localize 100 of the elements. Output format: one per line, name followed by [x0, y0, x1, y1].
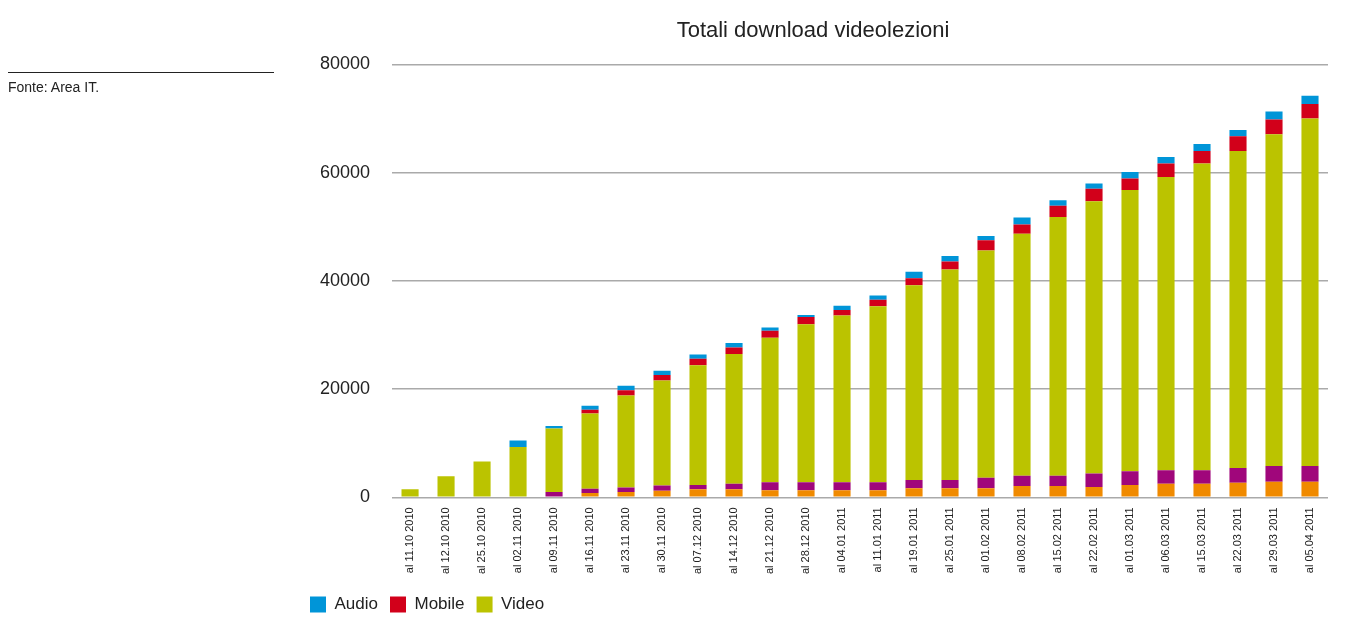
x-tick-label: al 08.02 2011: [1015, 507, 1028, 574]
y-tick-label: 60000: [319, 161, 371, 182]
bar: [941, 480, 959, 489]
bar: [401, 489, 419, 497]
x-tick-label: al 25.10 2010: [475, 507, 488, 574]
bar: [941, 261, 959, 270]
bar: [1229, 129, 1247, 137]
bar: [617, 385, 635, 391]
bar: [1265, 111, 1283, 120]
bar: [977, 240, 995, 251]
bar: [725, 343, 743, 348]
bar: [689, 354, 707, 359]
bar: [1193, 470, 1211, 484]
bar: [653, 380, 671, 486]
bar: [1301, 481, 1319, 497]
bar: [653, 490, 671, 497]
bar: [761, 330, 779, 338]
bar: [833, 310, 851, 316]
bar: [833, 305, 851, 311]
legend-label: Audio: [334, 594, 378, 614]
bar: [617, 390, 635, 396]
bar: [1265, 134, 1283, 466]
bar: [1265, 119, 1283, 135]
bar: [1265, 465, 1283, 482]
bar: [1049, 217, 1067, 476]
chart-title: Totali download videolezioni: [676, 17, 950, 43]
bar: [1157, 156, 1175, 164]
bar: [761, 337, 779, 483]
bar: [617, 487, 635, 492]
bar: [1121, 178, 1139, 190]
bar: [905, 271, 923, 279]
x-tick-label: al 04.01 2011: [835, 507, 848, 574]
bar: [1049, 205, 1067, 218]
bar: [1049, 475, 1067, 486]
bar: [1193, 150, 1211, 164]
bar: [869, 490, 887, 497]
bar: [617, 395, 635, 488]
bar: [1301, 465, 1319, 482]
x-tick-label: al 23.11 2010: [619, 507, 632, 574]
x-tick-label: al 14.12 2010: [727, 507, 740, 574]
bar: [977, 488, 995, 497]
bar: [869, 306, 887, 483]
bar: [905, 278, 923, 286]
y-tick-label: 40000: [319, 269, 371, 290]
bar: [797, 490, 815, 497]
x-tick-label: al 09.11 2010: [547, 507, 560, 574]
legend-label: Mobile: [414, 594, 465, 614]
bar: [1157, 176, 1175, 471]
x-tick-label: al 28.12 2010: [799, 507, 812, 574]
bar: [833, 482, 851, 491]
bar: [941, 269, 959, 481]
bar: [797, 317, 815, 325]
bar: [1157, 483, 1175, 497]
bar: [869, 299, 887, 307]
bar: [725, 489, 743, 497]
bar: [689, 484, 707, 490]
bar: [1229, 468, 1247, 483]
bar: [1013, 224, 1031, 234]
bar: [1193, 483, 1211, 497]
y-tick-label: 0: [360, 486, 371, 507]
bar: [1229, 150, 1247, 469]
bar: [905, 285, 923, 481]
bar: [1121, 484, 1139, 497]
bar: [581, 488, 599, 493]
bar: [437, 476, 455, 497]
bar: [833, 315, 851, 483]
bar: [653, 370, 671, 376]
x-tick-label: al 05.04 2011: [1303, 507, 1316, 574]
bar: [1301, 118, 1319, 466]
bar: [833, 490, 851, 497]
bar: [1085, 201, 1103, 474]
x-tick-label: al 06.03 2011: [1159, 507, 1172, 574]
legend-label: Video: [501, 594, 545, 614]
bar: [1121, 189, 1139, 472]
bar: [689, 365, 707, 485]
bar: [1049, 200, 1067, 206]
bar: [1013, 233, 1031, 476]
bar: [797, 324, 815, 483]
bar: [653, 485, 671, 491]
bar: [869, 295, 887, 300]
source-note: Fonte: Area IT.: [8, 72, 274, 95]
bar: [545, 428, 563, 492]
bar: [1301, 103, 1319, 119]
bar: [653, 375, 671, 381]
bar: [1193, 143, 1211, 151]
x-tick-label: al 02.11 2010: [511, 507, 524, 574]
bar: [941, 255, 959, 262]
bar: [1229, 136, 1247, 151]
x-tick-label: al 22.02 2011: [1087, 507, 1100, 574]
bar: [1121, 172, 1139, 179]
bar: [581, 413, 599, 489]
bar: [1157, 470, 1175, 484]
bar: [1157, 163, 1175, 177]
bar: [905, 480, 923, 489]
bar: [617, 491, 635, 497]
bar: [977, 477, 995, 489]
x-tick-label: al 11.10 2010: [403, 507, 416, 574]
x-tick-label: al 01.02 2011: [979, 507, 992, 574]
bar: [725, 347, 743, 354]
x-tick-label: al 07.12 2010: [691, 507, 704, 574]
